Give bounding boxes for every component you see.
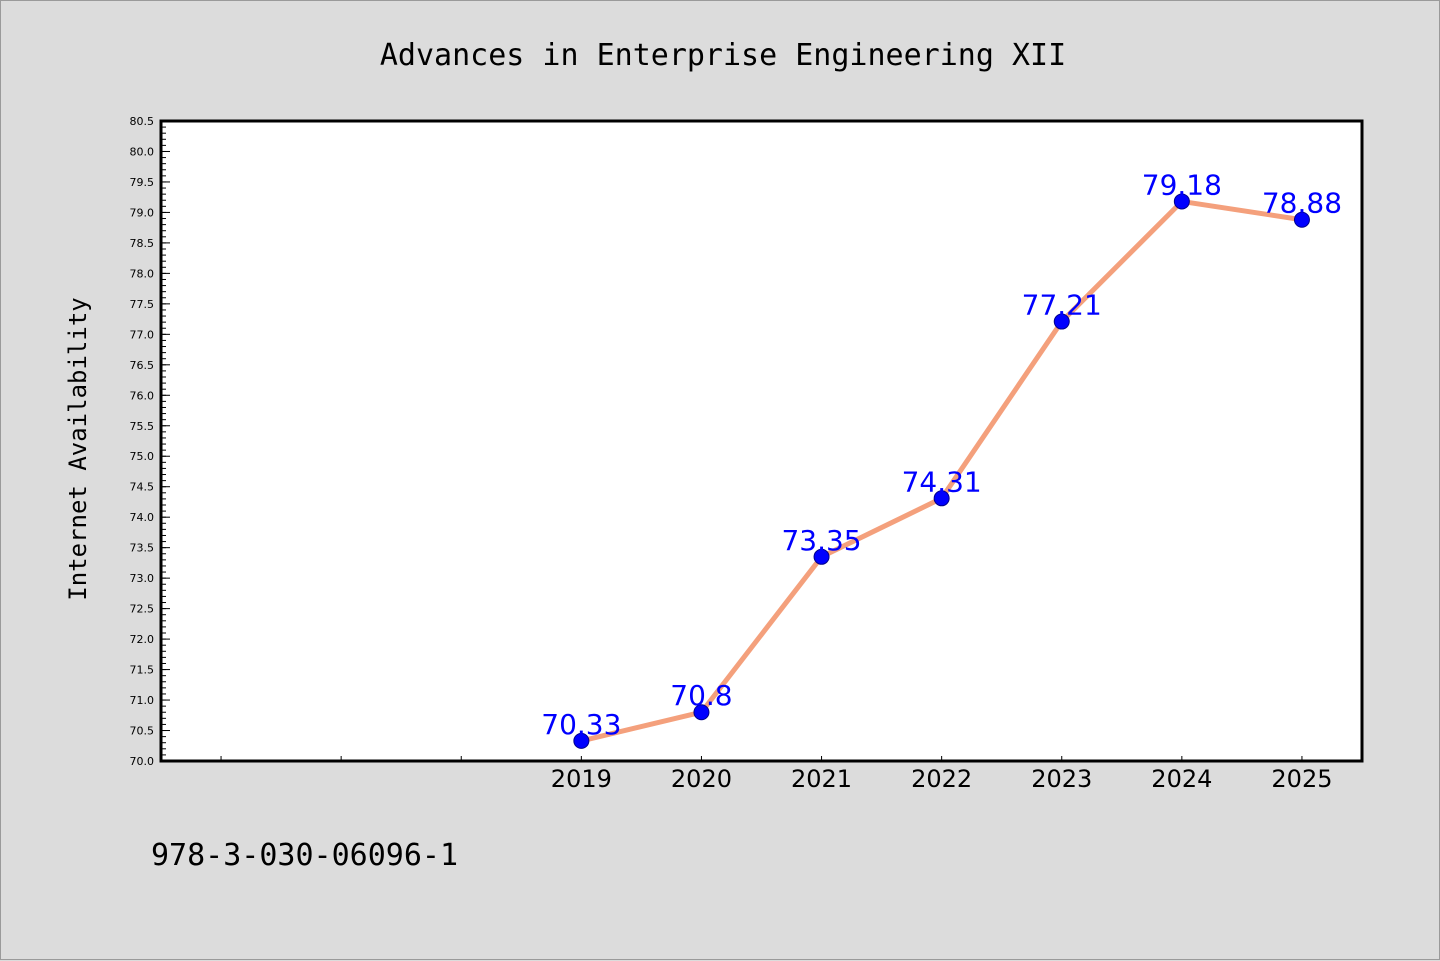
- x-tick-label: 2020: [671, 765, 732, 793]
- x-tick-label: 2023: [1031, 765, 1092, 793]
- data-point: [813, 548, 830, 565]
- data-point: [1173, 193, 1190, 210]
- plot-background: [161, 121, 1362, 761]
- y-tick-label: 78.5: [130, 237, 155, 250]
- plot-area: 70.0 70.5 71.0 71.5 72.0 72.5 73.0 73.5 74.0 74.5…: [130, 115, 1364, 793]
- y-tick-label: 75.0: [130, 450, 155, 463]
- x-tick-label: 2024: [1151, 765, 1212, 793]
- data-label: 74.31: [902, 465, 982, 498]
- y-tick-label: 70.0: [130, 755, 155, 768]
- x-tick-label: 2021: [791, 765, 852, 793]
- y-tick-label: 75.5: [130, 420, 155, 433]
- y-tick-label: 77.5: [130, 298, 155, 311]
- y-tick-label: 73.5: [130, 542, 155, 555]
- y-tick-label: 78.0: [130, 267, 155, 280]
- data-point: [1293, 211, 1310, 228]
- y-tick-label: 80.0: [130, 145, 155, 158]
- data-label: 73.35: [781, 524, 861, 557]
- y-axis-label: Internet Availability: [64, 297, 92, 600]
- y-tick-label: 76.0: [130, 389, 155, 402]
- data-label: 78.88: [1262, 187, 1342, 220]
- y-tick-label: 79.0: [130, 206, 155, 219]
- data-label: 70.8: [670, 679, 732, 712]
- x-tick-label: 2022: [911, 765, 972, 793]
- data-label: 77.21: [1022, 289, 1102, 322]
- y-tick-label: 72.0: [130, 633, 155, 646]
- isbn-footer: 978-3-030-06096-1: [151, 838, 458, 873]
- data-point: [933, 490, 950, 507]
- data-point: [693, 704, 710, 721]
- x-tick-label: 2025: [1271, 765, 1332, 793]
- y-tick-label: 74.5: [130, 481, 155, 494]
- y-tick-label: 72.5: [130, 603, 155, 616]
- y-tick-label: 71.0: [130, 694, 155, 707]
- y-tick-label: 79.5: [130, 176, 155, 189]
- y-tick-label: 71.5: [130, 664, 155, 677]
- y-tick-label: 77.0: [130, 328, 155, 341]
- data-point: [573, 732, 590, 749]
- chart-title: Advances in Enterprise Engineering XII: [380, 38, 1066, 73]
- data-label: 70.33: [541, 708, 621, 741]
- y-tick-label: 74.0: [130, 511, 155, 524]
- data-point: [1053, 313, 1070, 330]
- y-tick-label: 76.5: [130, 359, 155, 372]
- data-label: 79.18: [1142, 168, 1222, 201]
- plot-frame: [159, 119, 1364, 763]
- y-tick-label: 80.5: [130, 115, 155, 128]
- y-tick-label: 73.0: [130, 572, 155, 585]
- y-tick-label: 70.5: [130, 725, 155, 738]
- x-tick-label: 2019: [551, 765, 612, 793]
